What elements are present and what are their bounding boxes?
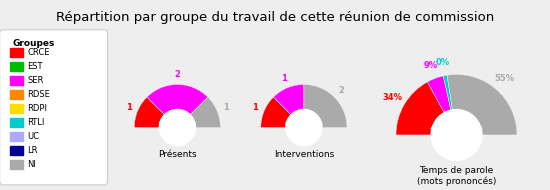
Wedge shape: [261, 97, 291, 127]
Text: 2: 2: [338, 86, 344, 95]
Text: RDPI: RDPI: [27, 104, 47, 113]
Bar: [10, 118, 23, 127]
Bar: [10, 90, 23, 99]
Circle shape: [297, 116, 311, 129]
Wedge shape: [304, 85, 347, 127]
Wedge shape: [160, 109, 195, 127]
Wedge shape: [285, 112, 322, 134]
Circle shape: [298, 114, 310, 125]
Circle shape: [172, 114, 183, 125]
Text: 9%: 9%: [424, 61, 437, 70]
Text: SER: SER: [27, 76, 43, 85]
Text: Répartition par groupe du travail de cette réunion de commission: Répartition par groupe du travail de cet…: [56, 11, 494, 24]
Bar: [10, 62, 23, 71]
Bar: [10, 48, 23, 57]
Wedge shape: [261, 85, 347, 127]
Wedge shape: [273, 85, 304, 115]
Bar: [10, 104, 23, 113]
Text: RDSE: RDSE: [27, 90, 50, 99]
Circle shape: [286, 109, 322, 146]
Circle shape: [449, 116, 464, 132]
Circle shape: [431, 110, 482, 160]
Circle shape: [439, 121, 474, 155]
Text: 34%: 34%: [383, 93, 403, 102]
Wedge shape: [443, 75, 453, 110]
Text: 55%: 55%: [494, 74, 514, 83]
Bar: [10, 161, 23, 169]
Wedge shape: [427, 76, 451, 113]
Circle shape: [447, 118, 466, 137]
Circle shape: [170, 116, 184, 129]
Wedge shape: [147, 85, 208, 115]
Text: RTLI: RTLI: [27, 118, 45, 127]
Wedge shape: [430, 114, 483, 144]
Wedge shape: [190, 97, 221, 127]
FancyBboxPatch shape: [0, 30, 108, 185]
Text: 2: 2: [174, 70, 180, 79]
Wedge shape: [134, 85, 221, 127]
Wedge shape: [286, 109, 322, 127]
Bar: [10, 76, 23, 85]
Text: Présents: Présents: [158, 150, 197, 159]
Wedge shape: [431, 110, 482, 135]
Wedge shape: [396, 82, 444, 135]
Text: LR: LR: [27, 146, 37, 155]
Wedge shape: [447, 74, 517, 135]
Bar: [10, 146, 23, 155]
Circle shape: [160, 109, 195, 146]
Circle shape: [166, 118, 189, 142]
Text: Interventions: Interventions: [274, 150, 334, 159]
Wedge shape: [159, 112, 196, 134]
Text: EST: EST: [27, 62, 43, 71]
Text: CRCE: CRCE: [27, 48, 50, 57]
Text: 1: 1: [252, 103, 258, 112]
Text: 1: 1: [281, 74, 287, 83]
Wedge shape: [396, 74, 517, 135]
Text: 1: 1: [126, 103, 132, 112]
Text: Temps de parole
(mots prononcés): Temps de parole (mots prononcés): [417, 166, 496, 186]
Wedge shape: [134, 97, 164, 127]
Text: NI: NI: [27, 160, 36, 169]
Circle shape: [292, 118, 316, 142]
Text: Groupes: Groupes: [13, 39, 56, 48]
Text: 0%: 0%: [436, 58, 450, 67]
Bar: [10, 132, 23, 141]
Text: UC: UC: [27, 132, 39, 141]
Text: 1: 1: [223, 103, 229, 112]
